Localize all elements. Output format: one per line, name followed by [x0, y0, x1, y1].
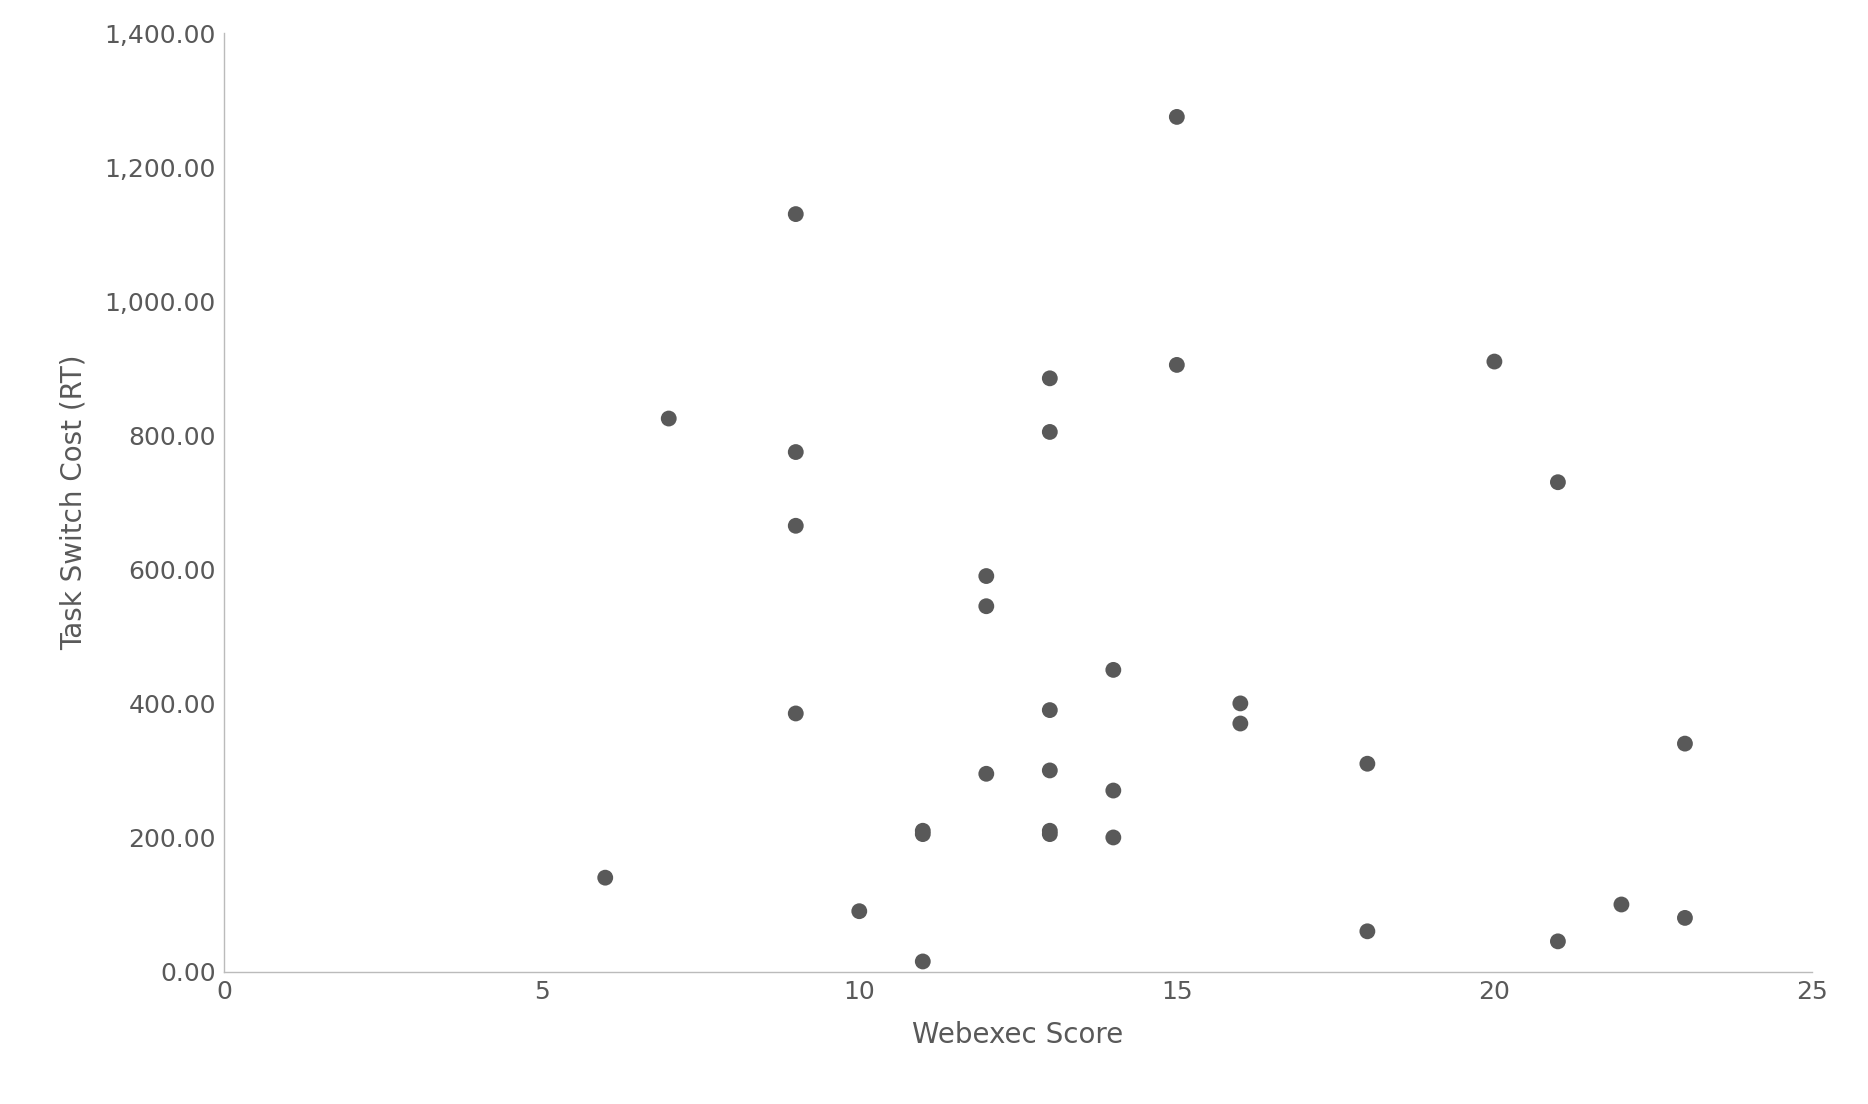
Point: [1606, 895, 1636, 913]
Point: [1225, 714, 1255, 732]
Point: [1035, 762, 1065, 779]
Point: [1352, 923, 1382, 941]
Point: [1543, 474, 1573, 491]
Point: [781, 205, 811, 223]
Point: [971, 567, 1001, 585]
Point: [1162, 108, 1192, 126]
Point: [908, 826, 938, 843]
Point: [781, 704, 811, 722]
Point: [781, 517, 811, 534]
Point: [1670, 735, 1700, 753]
Point: [1225, 694, 1255, 712]
Point: [590, 869, 620, 887]
Point: [1035, 821, 1065, 840]
Point: [1098, 661, 1128, 679]
Point: [1035, 370, 1065, 388]
Point: [1479, 353, 1509, 371]
Point: [844, 902, 874, 920]
Y-axis label: Task Switch Cost (RT): Task Switch Cost (RT): [60, 354, 88, 650]
Point: [1352, 755, 1382, 773]
Point: [971, 597, 1001, 615]
Point: [1670, 909, 1700, 926]
Point: [1098, 782, 1128, 799]
Point: [1035, 423, 1065, 440]
Point: [908, 953, 938, 970]
Point: [1162, 357, 1192, 374]
Point: [1543, 933, 1573, 951]
Point: [908, 821, 938, 840]
Point: [781, 443, 811, 460]
Point: [1035, 826, 1065, 843]
Point: [1035, 701, 1065, 719]
Point: [971, 765, 1001, 783]
Point: [1098, 829, 1128, 847]
Point: [654, 410, 684, 427]
X-axis label: Webexec Score: Webexec Score: [912, 1020, 1125, 1049]
